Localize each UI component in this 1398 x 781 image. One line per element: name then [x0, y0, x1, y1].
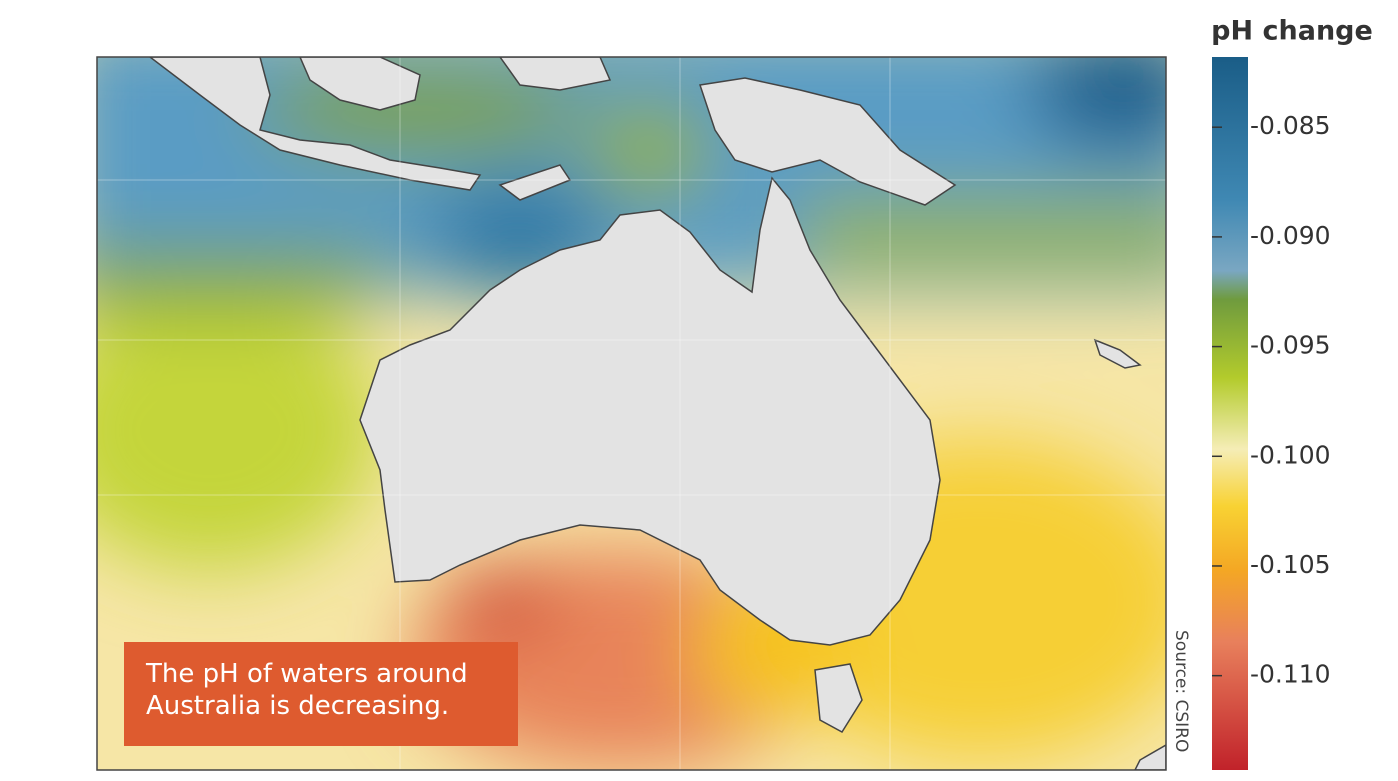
annotation: The pH of waters around Australia is dec…: [124, 642, 518, 746]
colorbar-tick-label: -0.085: [1250, 111, 1331, 140]
ocean-field: [97, 57, 1166, 770]
graticule: [97, 57, 1166, 770]
legend-title: pH change: [1211, 16, 1373, 47]
colorbar-tick-label: -0.095: [1250, 331, 1331, 360]
colorbar-tick-label: -0.090: [1250, 221, 1331, 250]
source: Source: CSIRO: [1171, 630, 1191, 752]
map-frame: [96, 56, 1167, 771]
colorbar-tick-label: -0.110: [1250, 660, 1331, 689]
colorbar-tick-label: -0.105: [1250, 550, 1331, 579]
colorbar-tick-label: -0.100: [1250, 440, 1331, 469]
colorbar: [1212, 57, 1248, 770]
land: [148, 57, 1166, 770]
